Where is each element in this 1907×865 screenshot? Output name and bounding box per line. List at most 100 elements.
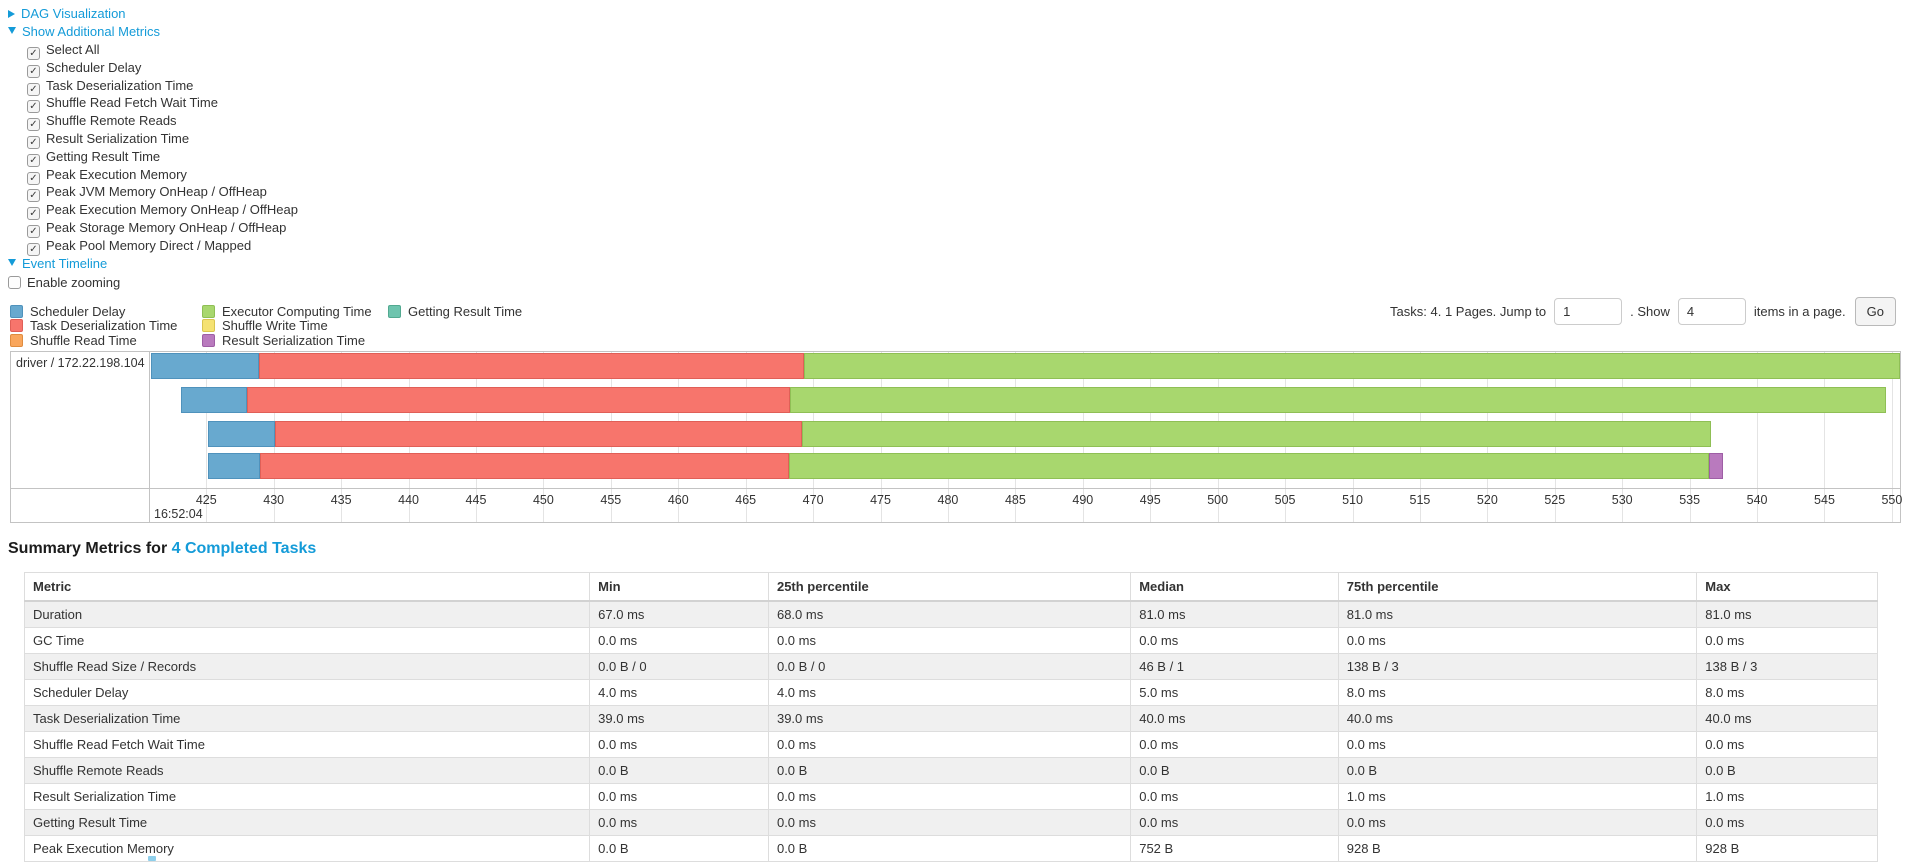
metric-value-cell: 5.0 ms [1130, 679, 1339, 706]
enable-zooming-checkbox[interactable]: Enable zooming [8, 274, 298, 292]
axis-tick-label: 425 [195, 493, 217, 507]
checkbox-checked-icon[interactable]: ✓ [27, 189, 40, 203]
legend-item-executor-computing: Executor Computing Time [202, 304, 388, 319]
checkbox-checked-icon[interactable]: ✓ [27, 153, 40, 167]
metric-value-cell: 0.0 ms [589, 783, 769, 810]
metric-checkbox-row[interactable]: ✓ Peak Execution Memory [27, 166, 298, 185]
metric-checkbox-label: Getting Result Time [46, 148, 161, 164]
task-bar-segment-result-serialization[interactable] [1708, 453, 1724, 479]
metric-checkbox-row[interactable]: ✓ Select All [27, 41, 298, 60]
metric-checkbox-row[interactable]: ✓ Peak Execution Memory OnHeap / OffHeap [27, 201, 298, 221]
metric-value-cell: 0.0 ms [1337, 809, 1698, 836]
metric-value-cell: 0.0 B / 0 [767, 653, 1132, 680]
summary-table-row: GC Time 0.0 ms 0.0 ms 0.0 ms 0.0 ms 0.0 ms [23, 627, 1878, 654]
metric-value-cell: 928 B [1696, 835, 1878, 862]
executor-computing-swatch-icon [202, 305, 215, 318]
metric-value-cell: 138 B / 3 [1696, 653, 1878, 680]
additional-metrics-label[interactable]: Show Additional Metrics [22, 24, 161, 39]
metric-value-cell: 0.0 ms [1337, 627, 1698, 654]
legend-item-scheduler-delay: Scheduler Delay [10, 304, 202, 319]
metric-checkbox-row[interactable]: ✓ Shuffle Remote Reads [27, 112, 298, 132]
metric-value-cell: 0.0 ms [767, 783, 1132, 810]
go-button[interactable]: Go [1854, 296, 1896, 326]
metric-checkbox-label: Task Deserialization Time [46, 77, 194, 93]
checkbox-checked-icon[interactable]: ✓ [27, 135, 40, 149]
task-bar-segment-scheduler-delay[interactable] [207, 421, 276, 447]
metric-checkbox-row[interactable]: ✓ Getting Result Time [27, 148, 298, 167]
checkbox-unchecked-icon[interactable] [8, 275, 21, 289]
metric-name-cell: Duration [23, 600, 591, 628]
legend-item-shuffle-write: Shuffle Write Time [202, 319, 388, 333]
event-timeline-toggle[interactable]: Event Timeline [8, 255, 298, 273]
legend-column: Scheduler Delay Task Deserialization Time… [10, 304, 202, 348]
summary-table-row: Scheduler Delay 4.0 ms 4.0 ms 5.0 ms 8.0 ms 8… [23, 679, 1878, 706]
task-bar-segment-task-deserialization[interactable] [260, 453, 789, 479]
task-bar-segment-task-deserialization[interactable] [258, 353, 804, 379]
shuffle-read-swatch-icon [10, 333, 23, 347]
metric-checkbox-row[interactable]: ✓ Result Serialization Time [27, 130, 298, 149]
metric-checkbox-row[interactable]: ✓ Peak Storage Memory OnHeap / OffHeap [27, 219, 298, 238]
arrow-open-icon [8, 27, 16, 34]
metric-value-cell: 0.0 B [767, 757, 1132, 784]
axis-tick-label: 430 [263, 493, 285, 507]
checkbox-checked-icon[interactable]: ✓ [27, 242, 40, 256]
checkbox-checked-icon[interactable]: ✓ [27, 207, 40, 221]
metric-name-cell: Scheduler Delay [23, 679, 591, 706]
dag-visualization-label[interactable]: DAG Visualization [21, 6, 126, 21]
summary-column-header: 75th percentile [1337, 572, 1698, 602]
axis-tick-label: 450 [532, 493, 554, 507]
task-bar-segment-scheduler-delay[interactable] [180, 387, 247, 413]
summary-table-row: Shuffle Read Fetch Wait Time 0.0 ms 0.0 ms… [23, 731, 1878, 758]
summary-column-header: Median [1130, 572, 1339, 602]
metric-checkbox-row[interactable]: ✓ Shuffle Read Fetch Wait Time [27, 94, 298, 114]
additional-metrics-toggle[interactable]: Show Additional Metrics [8, 23, 298, 41]
gridline [206, 352, 208, 522]
metric-checkbox-row[interactable]: ✓ Scheduler Delay [27, 59, 298, 78]
metric-checkbox-row[interactable]: ✓ Peak Pool Memory Direct / Mapped [27, 237, 298, 256]
metric-checkbox-label: Scheduler Delay [46, 59, 142, 75]
task-bar-segment-executor-computing[interactable] [788, 453, 1709, 479]
jump-to-page-input[interactable] [1554, 297, 1623, 325]
dag-visualization-toggle[interactable]: DAG Visualization [8, 5, 298, 23]
checkbox-checked-icon[interactable]: ✓ [27, 82, 40, 96]
metric-checkbox-row[interactable]: ✓ Task Deserialization Time [27, 77, 298, 96]
axis-tick-label: 505 [1274, 493, 1296, 507]
metric-value-cell: 0.0 ms [589, 731, 769, 758]
metric-checkbox-label: Peak Storage Memory OnHeap / OffHeap [46, 219, 287, 235]
getting-result-swatch-icon [388, 305, 401, 318]
task-deserialization-swatch-icon [10, 319, 23, 333]
checkbox-checked-icon[interactable]: ✓ [27, 118, 40, 132]
task-bar-segment-scheduler-delay[interactable] [207, 453, 261, 479]
task-bar-segment-executor-computing[interactable] [802, 421, 1712, 447]
checkbox-checked-icon[interactable]: ✓ [27, 47, 40, 60]
metric-value-cell: 0.0 ms [1337, 731, 1698, 758]
metric-value-cell: 0.0 ms [1696, 627, 1878, 654]
task-bar-segment-task-deserialization[interactable] [246, 387, 791, 413]
scheduler-delay-swatch-icon [10, 305, 23, 318]
task-bar-segment-executor-computing[interactable] [803, 353, 1900, 379]
axis-tick-label: 485 [1004, 493, 1026, 507]
task-bar-segment-executor-computing[interactable] [790, 387, 1887, 413]
checkbox-checked-icon[interactable]: ✓ [27, 64, 40, 78]
pagination-lead-text: Tasks: 4. 1 Pages. Jump to [1390, 303, 1547, 319]
pagination-mid-text: . Show [1630, 303, 1670, 319]
axis-tick-label: 480 [937, 493, 959, 507]
metric-value-cell: 4.0 ms [767, 679, 1132, 706]
checkbox-checked-icon[interactable]: ✓ [27, 224, 40, 238]
task-bar-segment-scheduler-delay[interactable] [151, 353, 259, 379]
task-bar-segment-task-deserialization[interactable] [275, 421, 803, 447]
metric-checkbox-row[interactable]: ✓ Peak JVM Memory OnHeap / OffHeap [27, 183, 298, 203]
axis-major-label: 16:52:04 [154, 507, 203, 521]
axis-tick-label: 550 [1881, 493, 1903, 507]
checkbox-checked-icon[interactable]: ✓ [27, 171, 40, 185]
items-per-page-input[interactable] [1677, 297, 1746, 325]
metric-value-cell: 0.0 B [1130, 757, 1339, 784]
metric-value-cell: 928 B [1337, 835, 1698, 862]
executor-group-label: driver / 172.22.198.104 [11, 352, 150, 522]
summary-table-row: Task Deserialization Time 39.0 ms 39.0 ms 4… [23, 705, 1878, 732]
completed-tasks-link[interactable]: 4 Completed Tasks [171, 540, 317, 557]
checkbox-checked-icon[interactable]: ✓ [27, 100, 40, 114]
event-timeline-label[interactable]: Event Timeline [22, 255, 108, 271]
legend-item-result-serialization: Result Serialization Time [202, 333, 388, 348]
